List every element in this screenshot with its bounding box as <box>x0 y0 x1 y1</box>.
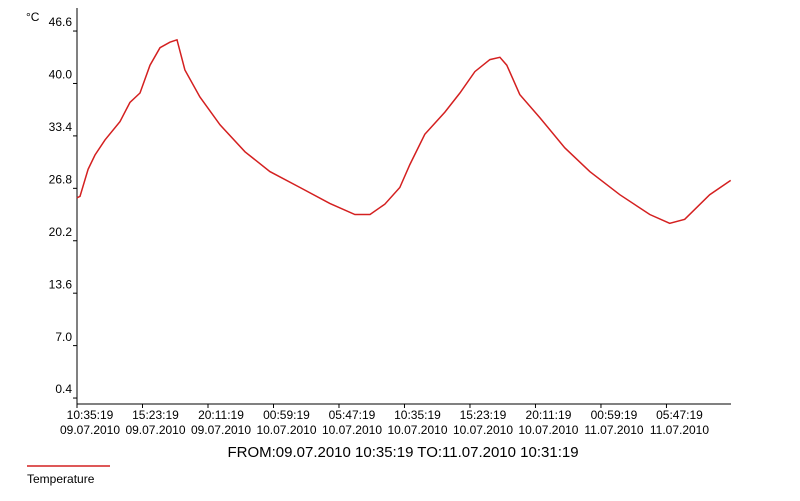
x-tick-date: 10.07.2010 <box>518 423 578 437</box>
x-tick-label: 05:47:19 <box>329 408 376 422</box>
y-tick-label: 40.0 <box>49 68 73 82</box>
time-range: FROM:09.07.2010 10:35:19 TO:11.07.2010 1… <box>227 444 578 461</box>
y-tick-label: 0.4 <box>55 382 72 396</box>
y-tick-label: 46.6 <box>49 15 73 29</box>
legend-label: Temperature <box>27 472 95 486</box>
y-tick-label: 7.0 <box>55 330 72 344</box>
x-tick-label: 20:11:19 <box>198 408 244 422</box>
x-tick-date: 09.07.2010 <box>60 423 120 437</box>
y-tick-label: 33.4 <box>49 120 73 134</box>
x-tick-date: 10.07.2010 <box>256 423 316 437</box>
x-tick-label: 10:35:19 <box>67 408 114 422</box>
x-tick-date: 10.07.2010 <box>387 423 447 437</box>
x-tick-label: 05:47:19 <box>656 408 703 422</box>
x-tick-date: 11.07.2010 <box>650 423 709 437</box>
x-tick-label: 00:59:19 <box>263 408 310 422</box>
x-tick-label: 15:23:19 <box>132 408 179 422</box>
y-tick-label: 13.6 <box>49 277 73 291</box>
x-tick-label: 15:23:19 <box>460 408 507 422</box>
x-tick-label: 00:59:19 <box>591 408 638 422</box>
x-tick-date: 11.07.2010 <box>584 423 643 437</box>
y-axis-unit: °C <box>26 10 40 24</box>
x-tick-date: 10.07.2010 <box>322 423 382 437</box>
x-tick-label: 20:11:19 <box>526 408 572 422</box>
x-tick-date: 09.07.2010 <box>191 423 251 437</box>
x-tick-date: 10.07.2010 <box>453 423 513 437</box>
x-tick-date: 09.07.2010 <box>125 423 185 437</box>
y-tick-label: 20.2 <box>49 225 73 239</box>
temperature-line <box>76 38 732 225</box>
y-tick-label: 26.8 <box>49 172 73 186</box>
x-tick-label: 10:35:19 <box>394 408 441 422</box>
